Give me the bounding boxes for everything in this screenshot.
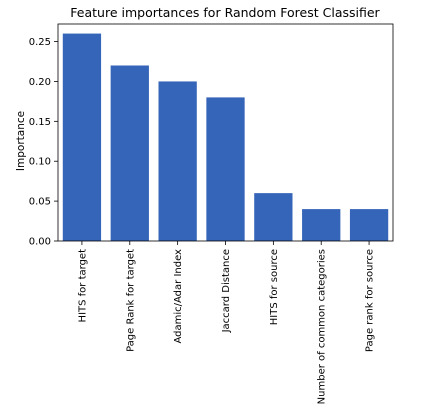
x-tick-label: HITS for source	[269, 249, 280, 325]
bar	[206, 97, 244, 241]
x-tick-label: Adamic/Adar Index	[173, 249, 184, 344]
bar	[63, 34, 101, 241]
x-tick-label: Page rank for source	[365, 249, 376, 352]
y-axis-label: Importance	[15, 111, 27, 171]
y-tick-label: 0.15	[29, 117, 51, 128]
y-tick-label: 0.20	[29, 77, 51, 88]
bar	[302, 209, 340, 241]
bar	[159, 81, 197, 241]
x-tick-label: Page Rank for target	[125, 249, 136, 352]
plot-area: 0.00 0.05 0.10 0.15 0.20 0.25 HITS for target P…	[29, 24, 393, 404]
x-tick-label: Jaccard Distance	[221, 249, 232, 333]
x-tick-label: Number of common categories	[317, 249, 328, 404]
bar	[254, 193, 292, 241]
y-tick-label: 0.05	[29, 197, 51, 208]
y-tick-label: 0.10	[29, 157, 51, 168]
y-tick-label: 0.25	[29, 37, 51, 48]
bar	[350, 209, 388, 241]
y-tick-label: 0.00	[29, 237, 51, 248]
x-tick-label: HITS for target	[77, 249, 88, 323]
chart-title: Feature importances for Random Forest Cl…	[70, 5, 380, 20]
bar	[111, 65, 149, 241]
